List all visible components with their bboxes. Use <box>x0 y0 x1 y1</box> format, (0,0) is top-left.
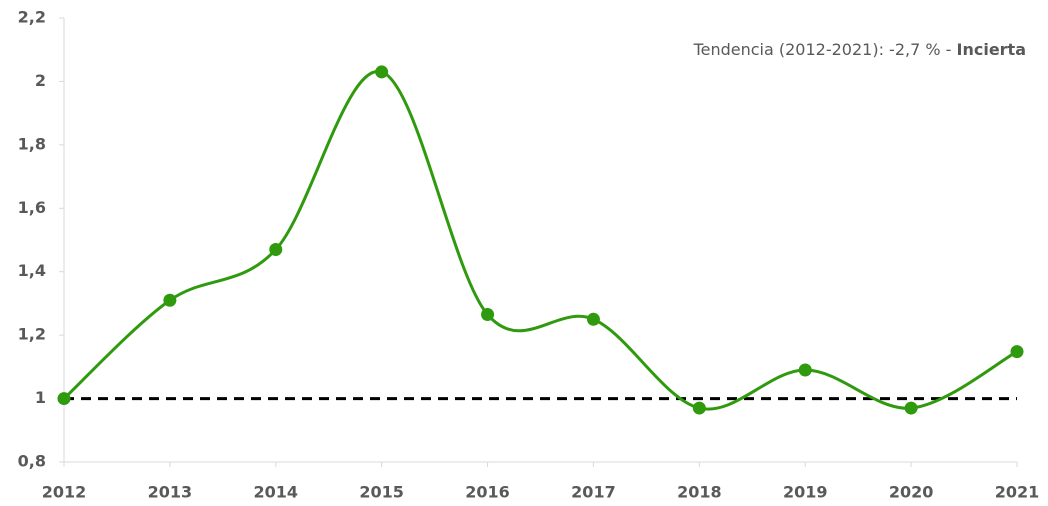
data-point <box>57 392 71 406</box>
data-point <box>904 401 918 415</box>
x-tick-label: 2018 <box>677 483 722 502</box>
y-tick-label: 0,8 <box>18 452 46 471</box>
data-point <box>692 401 706 415</box>
x-tick-label: 2019 <box>783 483 828 502</box>
x-tick-label: 2021 <box>995 483 1040 502</box>
data-point <box>586 312 600 326</box>
data-point <box>481 308 495 322</box>
data-point <box>375 65 389 79</box>
x-tick-label: 2016 <box>465 483 510 502</box>
x-tick-label: 2012 <box>42 483 87 502</box>
annotation-text: Tendencia (2012-2021): -2,7 % - <box>693 40 957 59</box>
y-tick-label: 1 <box>35 388 46 407</box>
x-tick-label: 2017 <box>571 483 616 502</box>
y-tick-label: 1,8 <box>18 134 46 153</box>
annotation: Tendencia (2012-2021): -2,7 % - Incierta <box>693 40 1026 59</box>
series-line <box>62 70 1018 411</box>
x-tick-label: 2015 <box>359 483 404 502</box>
x-tick-label: 2020 <box>889 483 934 502</box>
x-tick-label: 2014 <box>254 483 299 502</box>
y-tick-label: 2,2 <box>18 8 46 27</box>
data-point <box>1010 345 1024 359</box>
data-point <box>269 243 283 257</box>
y-tick-label: 2 <box>35 71 46 90</box>
annotation-emphasis: Incierta <box>957 40 1027 59</box>
x-tick-label: 2013 <box>148 483 193 502</box>
y-tick-label: 1,2 <box>18 325 46 344</box>
y-tick-label: 1,6 <box>18 198 46 217</box>
data-point <box>798 363 812 377</box>
y-tick-label: 1,4 <box>18 261 46 280</box>
data-point <box>163 293 177 307</box>
